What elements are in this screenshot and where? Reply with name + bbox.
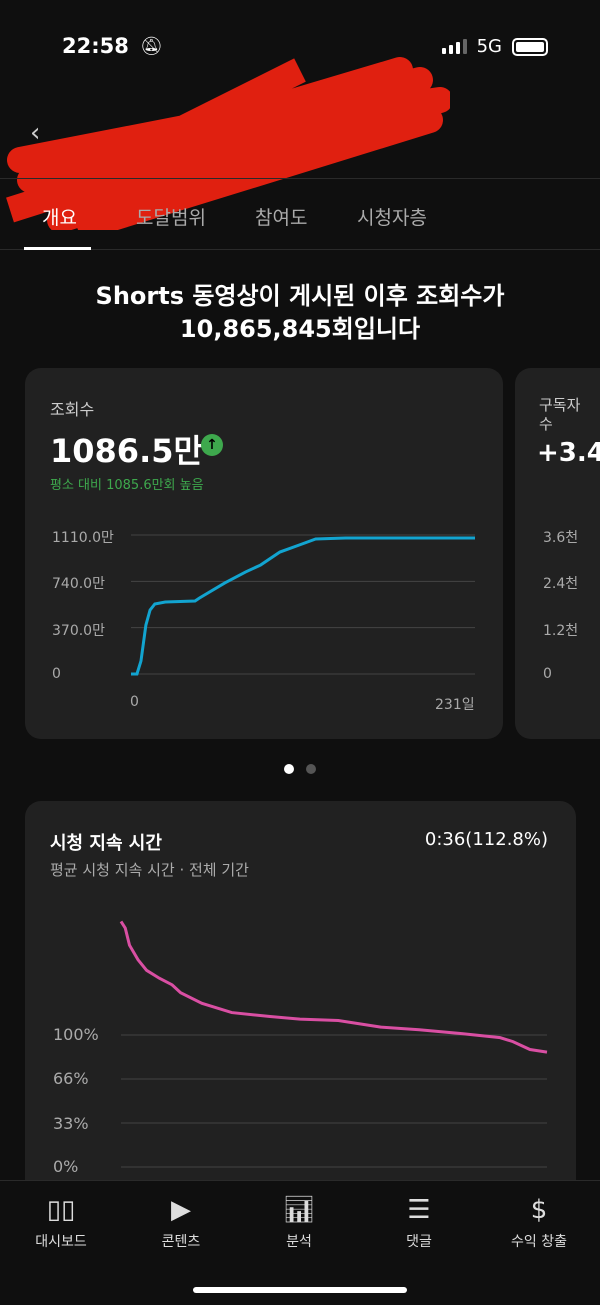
bottom-nav: ▯▯ 대시보드 ▶ 콘텐츠 📊︎ 분석 ☰ 댓글 $ 수익 창출 [0, 1180, 600, 1305]
nav-label: 대시보드 [35, 1234, 87, 1250]
series-line [119, 920, 548, 1054]
views-card[interactable]: 조회수 1086.5만 ↑ 평소 대비 1085.6만회 높음 1110.0만 … [25, 368, 503, 739]
nav-label: 수익 창출 [511, 1234, 567, 1250]
dollar-icon: $ [530, 1195, 548, 1225]
subscribers-value: +3.4 [537, 438, 600, 468]
dot[interactable] [284, 764, 294, 774]
y-tick: 33% [53, 1114, 89, 1133]
y-tick: 100% [53, 1025, 99, 1044]
subscribers-label: 구독자 수 [539, 396, 581, 433]
headline-line1: Shorts 동영상이 게시된 이후 조회수가 [95, 282, 505, 310]
nav-label: 콘텐츠 [161, 1234, 201, 1250]
home-indicator[interactable] [193, 1287, 407, 1293]
y-tick: 3.6천 [543, 530, 579, 546]
arrow-up-circle-icon: ↑ [201, 434, 223, 456]
y-tick: 0 [543, 666, 552, 682]
nav-label: 댓글 [406, 1234, 432, 1250]
retention-value: 0:36(112.8%) [424, 829, 548, 850]
nav-dashboard[interactable]: ▯▯ 대시보드 [6, 1193, 116, 1251]
y-tick: 2.4천 [543, 576, 579, 592]
subscribers-card[interactable]: 구독자 수 +3.4 3.6천 2.4천 1.2천 0 [515, 368, 600, 739]
y-tick: 0 [52, 666, 61, 682]
comments-icon: ☰ [407, 1195, 431, 1225]
chevron-left-icon[interactable]: ‹ [30, 118, 41, 148]
tab-bar: 개요 도달범위 참여도 시청자층 [0, 178, 600, 250]
tab-engagement[interactable]: 참여도 [255, 207, 308, 229]
content-icon: ▶ [171, 1195, 191, 1225]
headline-line2: 10,865,845회입니다 [179, 315, 421, 343]
views-compare: 평소 대비 1085.6만회 높음 [50, 478, 204, 493]
series-line [131, 536, 476, 676]
y-tick: 740.0만 [52, 576, 105, 592]
views-value: 1086.5만 [50, 432, 203, 470]
dashboard-icon: ▯▯ [46, 1195, 76, 1225]
retention-subtitle: 평균 시청 지속 시간 · 전체 기간 [50, 861, 249, 879]
retention-title: 시청 지속 시간 [50, 833, 162, 854]
bell-muted-icon: 🔕︎ [140, 36, 163, 57]
tab-reach[interactable]: 도달범위 [136, 207, 206, 229]
nav-analytics[interactable]: 📊︎ 분석 [244, 1193, 354, 1251]
x-tick: 231일 [435, 697, 475, 713]
tab-overview[interactable]: 개요 [24, 179, 91, 250]
nav-monetization[interactable]: $ 수익 창출 [484, 1193, 594, 1251]
redaction-scribble [6, 57, 450, 230]
y-tick: 66% [53, 1069, 89, 1088]
nav-content[interactable]: ▶ 콘텐츠 [126, 1193, 236, 1251]
dot[interactable] [306, 764, 316, 774]
headline: Shorts 동영상이 게시된 이후 조회수가 10,865,845회입니다 [0, 280, 600, 346]
y-tick: 1110.0만 [52, 530, 114, 546]
nav-comments[interactable]: ☰ 댓글 [364, 1193, 474, 1251]
retention-chart [119, 920, 548, 1168]
y-tick: 1.2천 [543, 623, 579, 639]
y-tick: 0% [53, 1157, 79, 1176]
status-time: 22:58 [62, 34, 129, 58]
views-chart [131, 534, 476, 676]
y-tick: 370.0만 [52, 623, 105, 639]
analytics-icon: 📊︎ [282, 1195, 316, 1225]
x-tick: 0 [130, 694, 139, 710]
battery-icon [512, 37, 548, 56]
carousel-dots[interactable] [284, 764, 316, 774]
tab-audience[interactable]: 시청자층 [357, 207, 427, 229]
views-label: 조회수 [50, 400, 95, 419]
signal-icon [441, 39, 467, 54]
network-label: 5G [476, 36, 502, 57]
nav-label: 분석 [286, 1234, 312, 1250]
